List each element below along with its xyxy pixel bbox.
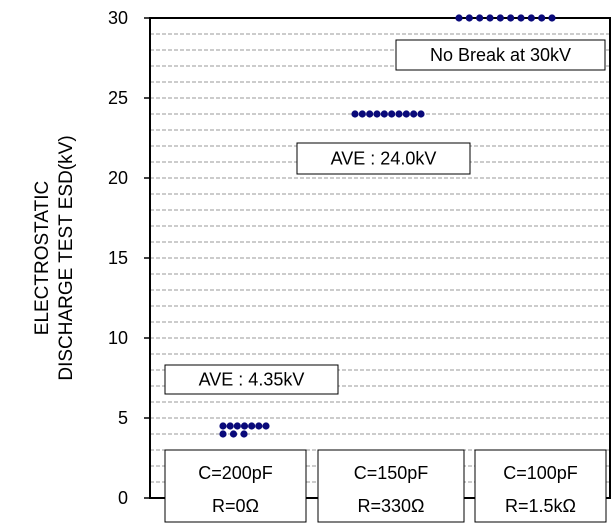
y-tick-label: 5 [118, 408, 128, 428]
data-point [262, 422, 270, 430]
condition-label: R=330Ω [358, 496, 425, 516]
annotation-box [164, 364, 339, 395]
condition-box [474, 449, 607, 523]
annotation-boxes: AVE : 4.35kV AVE : 24.0kV No Break at 30kV [164, 39, 606, 395]
data-point [527, 14, 535, 22]
data-point [240, 430, 248, 438]
y-tick-label: 25 [108, 88, 128, 108]
data-point [465, 14, 473, 22]
data-point [373, 110, 381, 118]
condition-label: C=150pF [354, 463, 429, 483]
data-point [219, 422, 227, 430]
data-point [517, 14, 525, 22]
data-point [233, 422, 241, 430]
condition-label: C=200pF [198, 463, 273, 483]
data-point [507, 14, 515, 22]
data-point [358, 110, 366, 118]
y-tick-label: 10 [108, 328, 128, 348]
data-points [219, 14, 556, 438]
y-tick-label: 20 [108, 168, 128, 188]
data-point [366, 110, 374, 118]
data-point [417, 110, 425, 118]
condition-box [317, 449, 465, 523]
data-point [388, 110, 396, 118]
data-point [496, 14, 504, 22]
data-point [476, 14, 484, 22]
data-point [538, 14, 546, 22]
y-axis-label: ELECTROSTATIC DISCHARGE TEST ESD(kV) [32, 135, 77, 380]
y-tick-label: 15 [108, 248, 128, 268]
annotation-label: No Break at 30kV [430, 45, 571, 65]
annotation-box [296, 142, 471, 175]
data-point [486, 14, 494, 22]
y-tick-label: 0 [118, 488, 128, 508]
condition-box [164, 449, 307, 523]
grid-lines [150, 33, 610, 483]
condition-label: R=0Ω [212, 496, 259, 516]
condition-label: R=1.5kΩ [505, 496, 576, 516]
condition-label: C=100pF [503, 463, 578, 483]
data-point [395, 110, 403, 118]
data-point [226, 422, 234, 430]
data-point [248, 422, 256, 430]
data-point [548, 14, 556, 22]
data-point [402, 110, 410, 118]
data-point [240, 422, 249, 430]
condition-boxes: C=200pF R=0Ω C=150pF R=330Ω C=100pF R=1.5kΩ [164, 449, 607, 523]
annotation-label: AVE : 4.35kV [199, 370, 305, 390]
data-point [410, 110, 418, 118]
data-point [229, 430, 238, 438]
data-point [351, 110, 359, 118]
y-axis-label-line-1: ELECTROSTATIC [32, 181, 53, 335]
y-ticks: 0 5 10 15 20 25 30 [108, 8, 150, 508]
annotation-label: AVE : 24.0kV [331, 149, 437, 169]
data-point [255, 422, 263, 430]
data-point [380, 110, 388, 118]
y-axis-label-line-2: DISCHARGE TEST ESD(kV) [56, 135, 77, 380]
data-point [455, 14, 463, 22]
data-point [219, 430, 227, 438]
annotation-box [395, 39, 606, 71]
y-tick-label: 30 [108, 8, 128, 28]
